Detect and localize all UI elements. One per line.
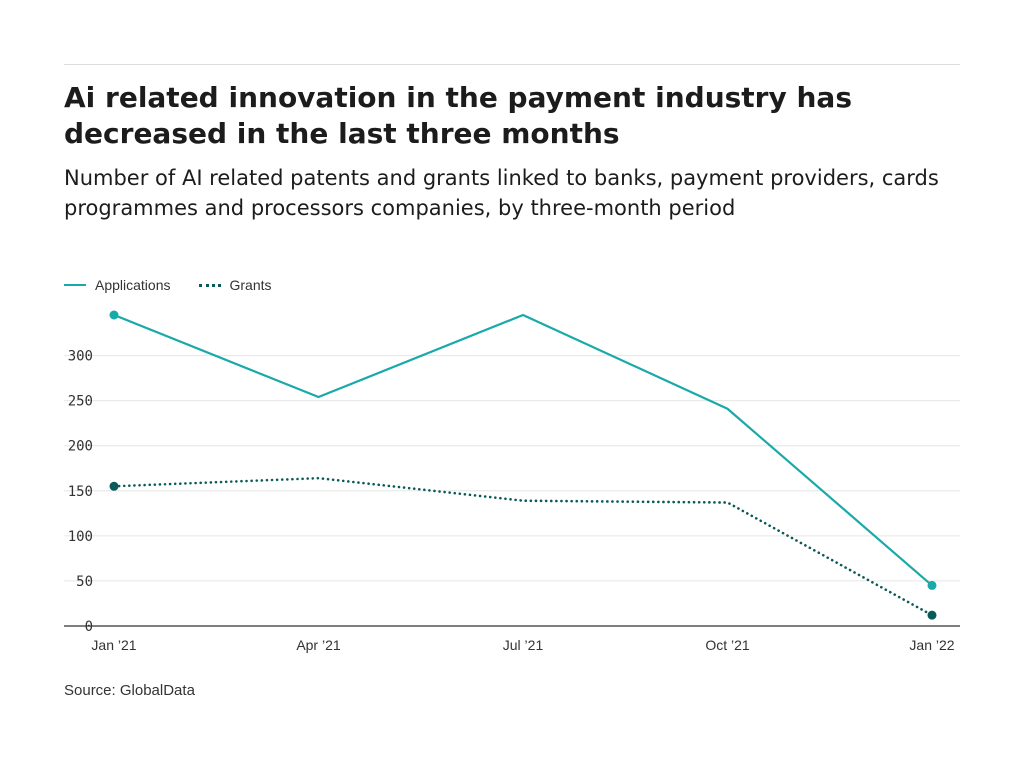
y-tick-label: 50 [76,574,93,590]
series-lines [109,310,937,620]
x-tick-label: Jul ’21 [503,637,544,653]
series-line-grants [112,476,934,617]
legend-item-grants: Grants [198,277,272,293]
x-tick-label: Jan ’21 [91,637,136,653]
data-point-applications [109,310,119,320]
chart-title: Ai related innovation in the payment ind… [64,81,852,150]
series-line-applications [113,313,933,587]
y-tick-label: 250 [68,394,93,410]
y-tick-label: 150 [68,484,93,500]
x-tick-label: Jan ’22 [909,637,954,653]
y-tick-label: 100 [68,529,93,545]
y-axis-ticks: 0 50 100 150 200 250 300 [68,349,93,635]
data-point-grants [927,610,937,620]
x-tick-label: Apr ’21 [296,637,341,653]
data-point-applications [927,580,937,590]
source-note: Source: GlobalData [64,682,195,699]
legend-swatch-applications [64,284,86,286]
legend-item-applications: Applications [64,277,171,293]
chart-subtitle: Number of AI related patents and grants … [64,166,939,220]
chart-legend: Applications Grants [64,276,300,294]
y-tick-label: 200 [68,439,93,455]
x-axis-ticks: Jan ’21 Apr ’21 Jul ’21 Oct ’21 Jan ’22 [91,637,954,653]
legend-label-grants: Grants [229,277,272,293]
gridlines [64,355,960,627]
x-tick-label: Oct ’21 [705,637,750,653]
top-rule [64,64,960,65]
data-point-grants [109,481,119,491]
y-tick-label: 300 [68,349,93,365]
y-tick-label: 0 [85,619,93,635]
legend-swatch-grants [198,283,221,287]
legend-label-applications: Applications [95,277,171,293]
